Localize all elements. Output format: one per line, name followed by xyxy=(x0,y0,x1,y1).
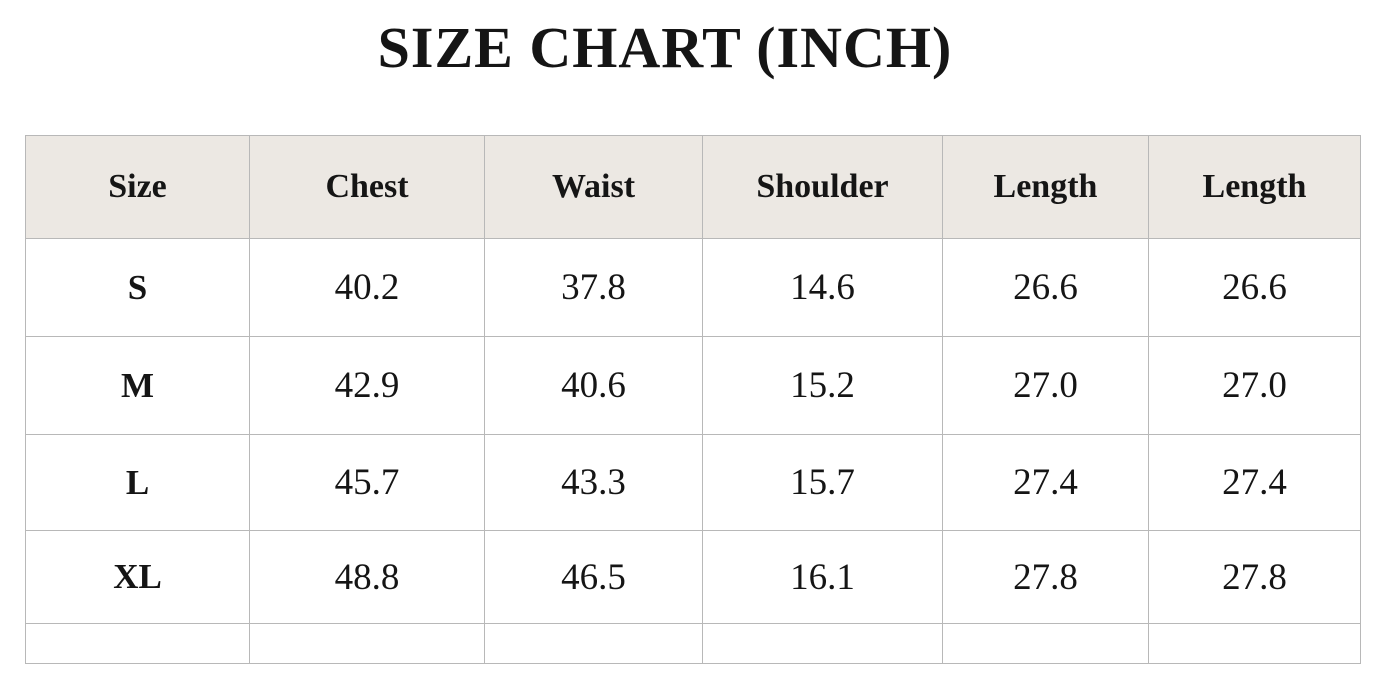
empty-cell xyxy=(702,623,943,664)
cell-waist: 40.6 xyxy=(484,336,703,435)
cell-size: XL xyxy=(25,530,250,624)
cell-length-2: 27.0 xyxy=(1148,336,1361,435)
header-size: Size xyxy=(25,135,250,239)
header-shoulder: Shoulder xyxy=(702,135,943,239)
empty-cell xyxy=(249,623,485,664)
header-length: Length xyxy=(942,135,1149,239)
header-length-2: Length xyxy=(1148,135,1361,239)
cell-chest: 42.9 xyxy=(249,336,485,435)
empty-row xyxy=(25,623,1361,664)
cell-shoulder: 14.6 xyxy=(702,238,943,337)
cell-length: 27.4 xyxy=(942,434,1149,531)
cell-length: 27.8 xyxy=(942,530,1149,624)
table-row: L 45.7 43.3 15.7 27.4 27.4 xyxy=(25,434,1361,531)
header-chest: Chest xyxy=(249,135,485,239)
cell-size: S xyxy=(25,238,250,337)
cell-waist: 43.3 xyxy=(484,434,703,531)
cell-size: L xyxy=(25,434,250,531)
header-row: Size Chest Waist Shoulder Length Length xyxy=(25,135,1361,239)
table-row: XL 48.8 46.5 16.1 27.8 27.8 xyxy=(25,530,1361,624)
size-chart-table: Size Chest Waist Shoulder Length Length … xyxy=(25,135,1361,664)
cell-waist: 37.8 xyxy=(484,238,703,337)
header-waist: Waist xyxy=(484,135,703,239)
cell-length-2: 27.8 xyxy=(1148,530,1361,624)
page-title: SIZE CHART (INCH) xyxy=(377,15,953,80)
empty-cell xyxy=(25,623,250,664)
cell-length: 26.6 xyxy=(942,238,1149,337)
cell-chest: 40.2 xyxy=(249,238,485,337)
cell-length-2: 27.4 xyxy=(1148,434,1361,531)
empty-cell xyxy=(484,623,703,664)
cell-chest: 48.8 xyxy=(249,530,485,624)
cell-chest: 45.7 xyxy=(249,434,485,531)
cell-waist: 46.5 xyxy=(484,530,703,624)
cell-shoulder: 16.1 xyxy=(702,530,943,624)
cell-length: 27.0 xyxy=(942,336,1149,435)
table-row: M 42.9 40.6 15.2 27.0 27.0 xyxy=(25,336,1361,435)
cell-shoulder: 15.2 xyxy=(702,336,943,435)
cell-shoulder: 15.7 xyxy=(702,434,943,531)
empty-cell xyxy=(942,623,1149,664)
empty-cell xyxy=(1148,623,1361,664)
cell-length-2: 26.6 xyxy=(1148,238,1361,337)
table-row: S 40.2 37.8 14.6 26.6 26.6 xyxy=(25,238,1361,337)
cell-size: M xyxy=(25,336,250,435)
